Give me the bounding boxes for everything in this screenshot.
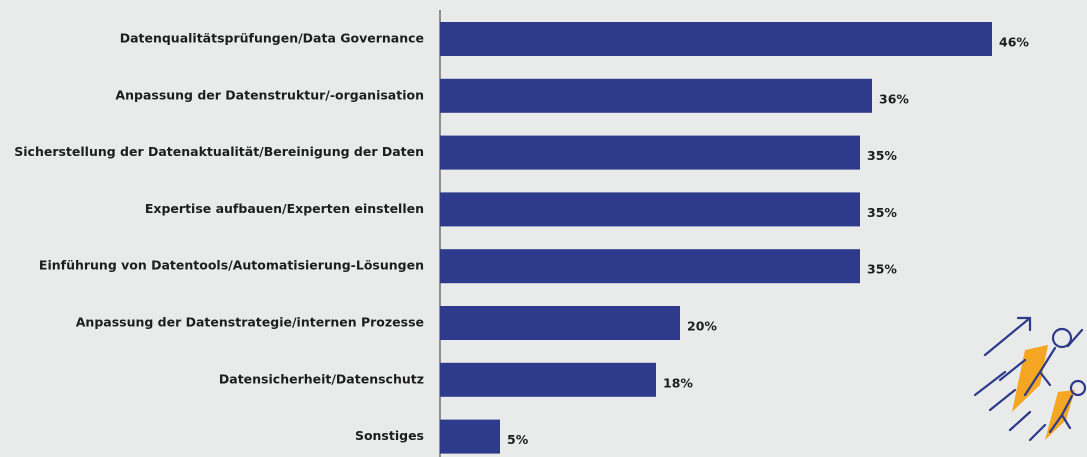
- value-label: 18%: [663, 375, 693, 390]
- bar: [440, 135, 860, 170]
- category-label: Sonstiges: [355, 428, 424, 443]
- category-label: Expertise aufbauen/Experten einstellen: [145, 201, 424, 216]
- value-label: 46%: [999, 35, 1029, 50]
- bar: [440, 78, 872, 113]
- category-label: Datensicherheit/Datenschutz: [219, 371, 424, 386]
- value-label: 35%: [867, 148, 897, 163]
- category-label: Datenqualitätsprüfungen/Data Governance: [120, 31, 424, 46]
- category-label: Einführung von Datentools/Automatisierun…: [39, 258, 424, 273]
- value-label: 5%: [507, 432, 529, 447]
- value-label: 35%: [867, 262, 897, 277]
- bar: [440, 306, 680, 340]
- bar: [440, 22, 992, 56]
- value-label: 35%: [867, 205, 897, 220]
- bar: [440, 362, 656, 397]
- bar: [440, 419, 500, 454]
- bar: [440, 249, 860, 284]
- illustration: [973, 316, 1087, 442]
- value-label: 20%: [687, 319, 717, 334]
- category-label: Sicherstellung der Datenaktualität/Berei…: [14, 144, 424, 159]
- category-label: Anpassung der Datenstrategie/internen Pr…: [76, 315, 424, 330]
- value-label: 36%: [879, 91, 909, 106]
- category-label: Anpassung der Datenstruktur/-organisatio…: [115, 87, 424, 102]
- bar: [440, 192, 860, 227]
